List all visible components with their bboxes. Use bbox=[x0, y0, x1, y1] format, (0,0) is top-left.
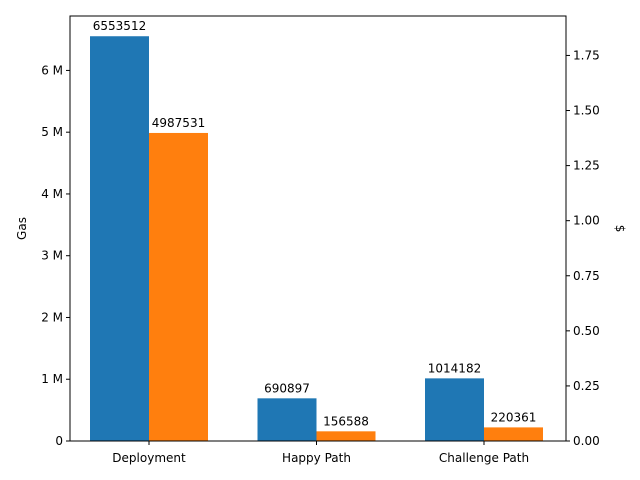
data-label-s1-challenge-path: 1014182 bbox=[428, 361, 481, 375]
x-tick-label: Happy Path bbox=[282, 451, 351, 465]
y-tick-label: 3 M bbox=[41, 249, 63, 263]
y2-tick-label: 0.50 bbox=[573, 324, 600, 338]
y2-tick-label: 1.75 bbox=[573, 48, 600, 62]
data-label-s2-challenge-path: 220361 bbox=[491, 410, 537, 424]
data-label-s1-happy-path: 690897 bbox=[264, 381, 310, 395]
bar-s1-happy-path bbox=[257, 398, 317, 441]
y-tick-label: 1 M bbox=[41, 372, 63, 386]
y-tick-label: 2 M bbox=[41, 310, 63, 324]
left-y-axis-title: Gas bbox=[15, 217, 29, 240]
bar-s2-challenge-path bbox=[484, 427, 543, 441]
data-label-s2-happy-path: 156588 bbox=[323, 414, 369, 428]
y-tick-label: 6 M bbox=[41, 63, 63, 77]
x-tick-label: Challenge Path bbox=[439, 451, 529, 465]
right-y-axis-title: $ bbox=[613, 225, 627, 233]
y-tick-label: 5 M bbox=[41, 125, 63, 139]
bar-s2-deployment bbox=[149, 132, 208, 442]
y-tick-label: 0 bbox=[55, 434, 63, 448]
y2-tick-label: 0.75 bbox=[573, 269, 600, 283]
x-tick-label: Deployment bbox=[112, 451, 186, 465]
x-axis: Deployment Happy Path Challenge Path bbox=[112, 441, 529, 465]
data-label-s1-deployment: 6553512 bbox=[93, 19, 146, 33]
y2-tick-label: 1.00 bbox=[573, 214, 600, 228]
bar-s1-challenge-path bbox=[425, 378, 484, 441]
bar-s2-happy-path bbox=[316, 431, 376, 441]
data-labels-group: 6553512 4987531 690897 156588 1014182 220361 bbox=[93, 19, 537, 428]
bars-group bbox=[90, 36, 543, 442]
plot-frame bbox=[69, 15, 567, 442]
y2-tick-label: 1.50 bbox=[573, 104, 600, 118]
y2-tick-label: 1.25 bbox=[573, 159, 600, 173]
data-label-s2-deployment: 4987531 bbox=[152, 116, 205, 130]
bar-s1-deployment bbox=[90, 36, 149, 441]
right-y-axis: 0.00 0.25 0.50 0.75 1.00 1.25 1.50 1.75 bbox=[566, 48, 600, 448]
left-y-axis: 0 1 M 2 M 3 M 4 M 5 M 6 M bbox=[41, 63, 70, 448]
y2-tick-label: 0.25 bbox=[573, 379, 600, 393]
y-tick-label: 4 M bbox=[41, 187, 63, 201]
y2-tick-label: 0.00 bbox=[573, 434, 600, 448]
